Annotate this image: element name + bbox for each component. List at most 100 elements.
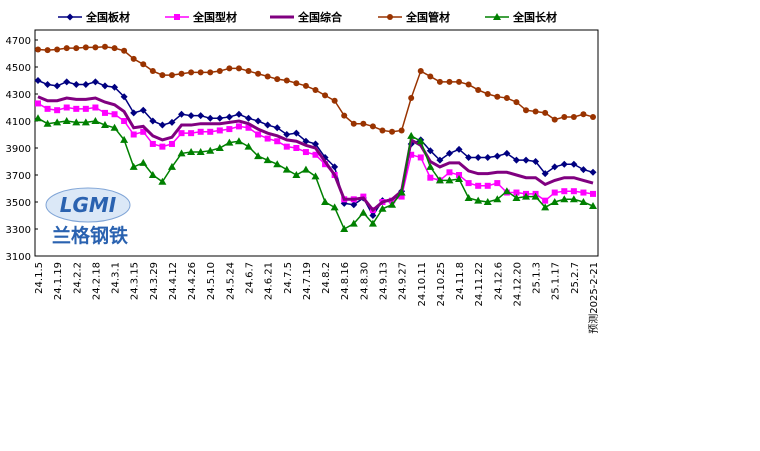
point [378,204,387,212]
point [551,189,558,196]
point [561,113,568,120]
point [254,117,262,125]
point [292,171,301,178]
point [456,78,463,85]
logo-text: 兰格钢铁 [52,224,128,247]
point [101,43,108,50]
point [101,82,109,90]
point [264,135,271,142]
point [53,118,62,126]
point [465,81,472,88]
point [91,117,100,124]
point [551,116,558,123]
point [120,135,129,143]
point [216,68,223,75]
point [63,104,70,111]
series [37,95,594,213]
point [158,177,167,185]
point [416,137,425,145]
point [426,162,435,170]
point [82,44,89,51]
point [475,86,482,93]
point [512,156,520,164]
logo: LGMI [60,193,117,217]
point [456,172,463,178]
point [34,77,42,84]
point [427,73,434,80]
point [475,182,482,189]
x-tick-label: 24.5.24 [225,262,236,300]
point [350,201,358,209]
point [178,130,185,137]
point [110,123,119,131]
point [54,107,61,114]
point [551,163,559,171]
point [580,111,587,118]
point [359,208,368,216]
point [455,145,463,153]
point [436,78,443,85]
point [494,180,501,187]
point [436,156,444,164]
point [369,212,377,219]
legend-label: 全国板材 [85,10,130,24]
x-tick-label: 24.1.19 [53,262,64,300]
point [570,160,578,168]
legend-label: 全国管材 [405,10,450,24]
point [130,131,137,138]
point [158,121,166,129]
point [120,93,128,101]
point [435,176,444,184]
point [35,100,41,107]
point [560,160,568,168]
y-tick-label: 3500 [6,198,31,209]
point [130,55,137,62]
point [149,68,156,75]
point [368,219,377,227]
point [235,65,242,72]
point [140,128,147,135]
point [331,97,338,104]
point [81,118,90,126]
point [226,126,233,133]
x-tick-label: 24.6.7 [245,262,256,294]
point [322,92,329,99]
point [474,196,483,204]
point [82,105,89,112]
y-tick-label: 3900 [6,144,31,155]
point [312,86,319,93]
point [274,138,281,145]
x-tick-label: 24.7.19 [302,262,313,300]
point [293,145,300,151]
x-tick-label: 24.3.29 [149,262,160,300]
point [311,172,320,180]
point [35,46,41,53]
point [197,128,204,135]
point [464,193,473,201]
point [503,95,510,102]
point [283,77,290,84]
point [111,83,119,91]
point [178,70,185,77]
point [91,78,99,86]
point [168,140,175,147]
point [283,143,290,150]
point [72,118,81,126]
point [101,109,108,116]
point [523,107,530,114]
point [369,123,376,130]
point [502,187,511,195]
point [130,109,138,117]
point [234,137,243,145]
point [167,162,176,170]
point [531,192,540,200]
legend-label: 全国长材 [512,10,557,24]
point [111,45,118,52]
point [550,198,559,205]
watermark: LGMI 兰格钢铁 [45,187,131,247]
point [426,147,434,155]
point [255,131,262,138]
x-tick-label: 24.7.5 [283,262,294,294]
point [379,127,386,134]
point [53,82,61,90]
